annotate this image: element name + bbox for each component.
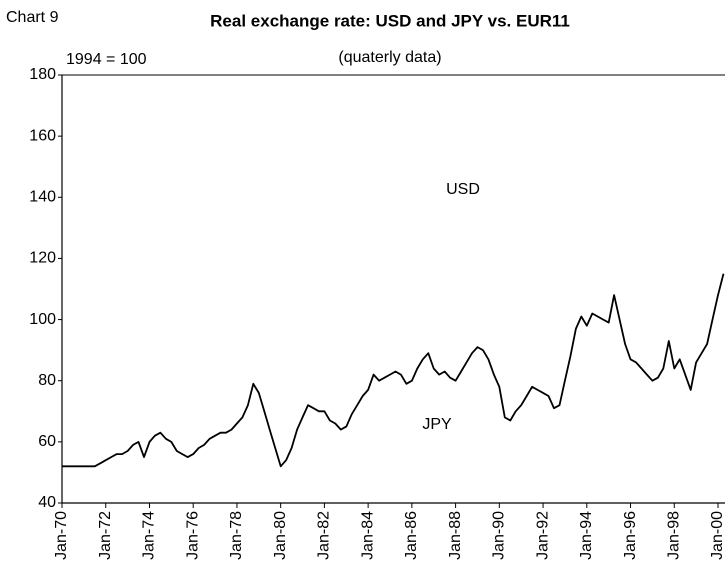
x-tick-label: Jan-70 (53, 511, 70, 560)
x-tick-label: Jan-96 (622, 511, 639, 560)
x-tick-label: Jan-76 (184, 511, 201, 560)
y-tick-label: 180 (29, 66, 56, 83)
y-tick-label: 40 (38, 494, 56, 511)
chart-label: Chart 9 (6, 9, 59, 26)
chart-title: Real exchange rate: USD and JPY vs. EUR1… (210, 11, 570, 30)
y-tick-label: 120 (29, 250, 56, 267)
x-tick-label: Jan-98 (665, 511, 682, 560)
chart-subtitle: (quaterly data) (338, 49, 441, 66)
x-tick-label: Jan-94 (578, 511, 595, 560)
x-tick-label: Jan-90 (491, 511, 508, 560)
y-axis-label: 1994 = 100 (66, 51, 147, 68)
annotation: JPY (422, 416, 452, 433)
x-tick-label: Jan-72 (97, 511, 114, 560)
y-tick-label: 160 (29, 127, 56, 144)
y-tick-label: 100 (29, 311, 56, 328)
x-tick-label: Jan-74 (141, 511, 158, 560)
x-tick-label: Jan-82 (316, 511, 333, 560)
y-tick-label: 140 (29, 189, 56, 206)
x-tick-label: Jan-88 (447, 511, 464, 560)
annotation: USD (446, 181, 480, 198)
data-line (62, 273, 725, 468)
x-tick-label: Jan-84 (359, 511, 376, 560)
x-tick-label: Jan-92 (534, 511, 551, 560)
x-tick-label: Jan-00 (709, 511, 725, 560)
y-tick-label: 80 (38, 372, 56, 389)
x-tick-label: Jan-80 (272, 511, 289, 560)
x-tick-label: Jan-78 (228, 511, 245, 560)
x-tick-label: Jan-86 (403, 511, 420, 560)
y-tick-label: 60 (38, 433, 56, 450)
